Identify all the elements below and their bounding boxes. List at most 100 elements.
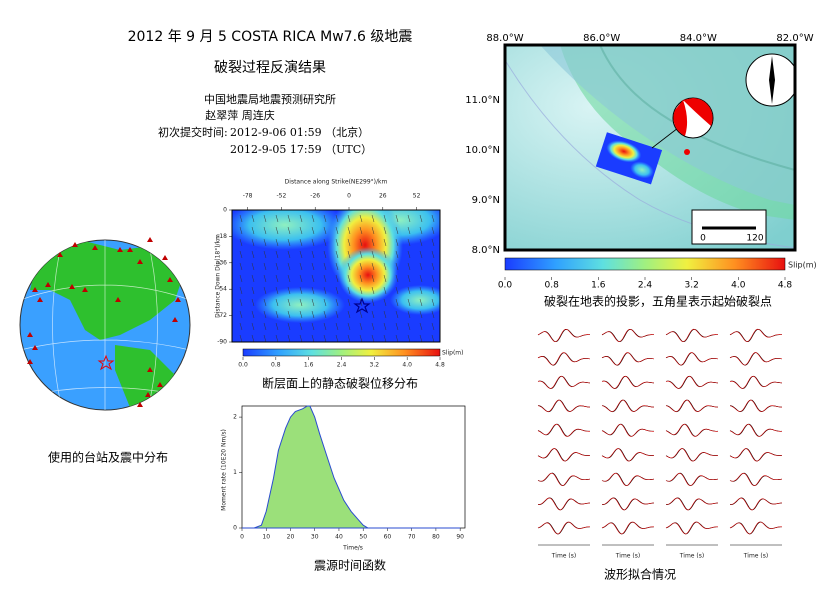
slip-vector: [275, 298, 279, 307]
x-tick-label: -78: [243, 193, 253, 200]
time-beijing: 2012-9-06 01:59 （北京）: [230, 125, 369, 139]
subtitle: 破裂过程反演结果: [214, 60, 326, 76]
slip-vector: [359, 226, 363, 235]
slip-vector: [359, 274, 363, 283]
slip-vector: [275, 286, 279, 295]
slip-vector: [359, 286, 363, 295]
slip-vector: [395, 250, 399, 259]
slip-vector: [431, 250, 435, 259]
time-label: Time (s): [615, 553, 640, 560]
slip-vector: [419, 334, 423, 342]
slip-vector: [299, 334, 303, 342]
station: [69, 284, 75, 289]
slip-vector: [239, 214, 243, 223]
slip-vector: [323, 262, 327, 271]
waveform: [537, 473, 591, 487]
slip-vector: [431, 334, 435, 342]
station: [157, 382, 163, 387]
slip-vector: [287, 250, 291, 259]
slip-vector: [263, 262, 267, 271]
waveform: [537, 448, 591, 462]
slip-vector: [371, 334, 375, 342]
authors: 赵翠萍 周连庆: [205, 108, 275, 122]
waveform: [601, 399, 654, 412]
slip-vector: [371, 286, 375, 295]
map-colorbar-label: Slip(m): [788, 261, 817, 270]
slip-vector: [395, 310, 399, 319]
globe-caption: 使用的台站及震中分布: [48, 450, 168, 465]
x-tick-label: 20: [287, 534, 295, 541]
slip-vector: [371, 214, 375, 223]
slip-vector: [275, 274, 279, 283]
station: [45, 282, 51, 287]
slip-vector: [371, 262, 375, 271]
slip-vector: [335, 262, 339, 271]
slip-vector: [383, 334, 387, 342]
slip-vector: [311, 298, 315, 307]
slip-vector: [407, 214, 411, 223]
station: [32, 287, 38, 292]
hypocenter: [353, 297, 371, 314]
slip-vector: [431, 214, 435, 223]
title: 2012 年 9 月 5 COSTA RICA Mw7.6 级地震: [128, 29, 413, 45]
slip-vector: [251, 298, 255, 307]
slip-vector: [347, 274, 351, 283]
slip-vector: [383, 262, 387, 271]
y-tick-label: -18: [217, 233, 227, 240]
slip-vector: [359, 334, 363, 342]
waveform: [666, 497, 719, 511]
waveform: [601, 521, 654, 535]
slip-vector: [287, 226, 291, 235]
slip-vector: [383, 310, 387, 319]
slip-vector: [299, 250, 303, 259]
scale-label: 120: [746, 234, 763, 244]
waveform: [537, 329, 590, 343]
waveform: [730, 497, 783, 511]
slip-vector: [275, 310, 279, 319]
slip-vector: [395, 274, 399, 283]
slip-vector: [299, 226, 303, 235]
slip-vector: [311, 334, 315, 342]
slip-vector: [395, 298, 399, 307]
slip-vector: [311, 250, 315, 259]
y-tick-label: 1: [233, 469, 237, 476]
slip-vector: [419, 262, 423, 271]
colorbar-tick-label: 4.8: [435, 362, 445, 369]
slip-vector: [371, 310, 375, 319]
slip-vector: [311, 274, 315, 283]
slip-vector: [263, 322, 267, 331]
station: [172, 317, 178, 322]
slip-vector: [287, 214, 291, 223]
slip-vector: [347, 238, 351, 247]
slip-vector: [335, 250, 339, 259]
slip-vector: [323, 334, 327, 342]
slip-vector: [251, 334, 255, 342]
slip-vector: [239, 334, 243, 342]
waveform: [665, 399, 718, 412]
station: [175, 297, 181, 302]
x-tick-label: -26: [310, 193, 320, 200]
slip-vector: [419, 238, 423, 247]
slip-vector: [419, 322, 423, 331]
slip-vector: [407, 226, 411, 235]
map-colorbar: [504, 257, 786, 271]
waveform: [729, 448, 783, 462]
slip-vector: [239, 298, 243, 307]
slip-vector: [407, 250, 411, 259]
slip-vector: [419, 250, 423, 259]
slip-vector: [323, 298, 327, 307]
slip-vector: [395, 214, 399, 223]
slip-vector: [359, 214, 363, 223]
lon-label: 82.0°W: [776, 33, 813, 44]
slip-vector: [311, 226, 315, 235]
station: [137, 259, 143, 264]
slip-vector: [431, 226, 435, 235]
slip-vector: [431, 286, 435, 295]
station: [92, 245, 98, 250]
waveform: [665, 375, 719, 389]
station: [27, 359, 33, 364]
slip-vector: [275, 226, 279, 235]
x-tick-label: 30: [311, 534, 319, 541]
station: [57, 252, 63, 257]
